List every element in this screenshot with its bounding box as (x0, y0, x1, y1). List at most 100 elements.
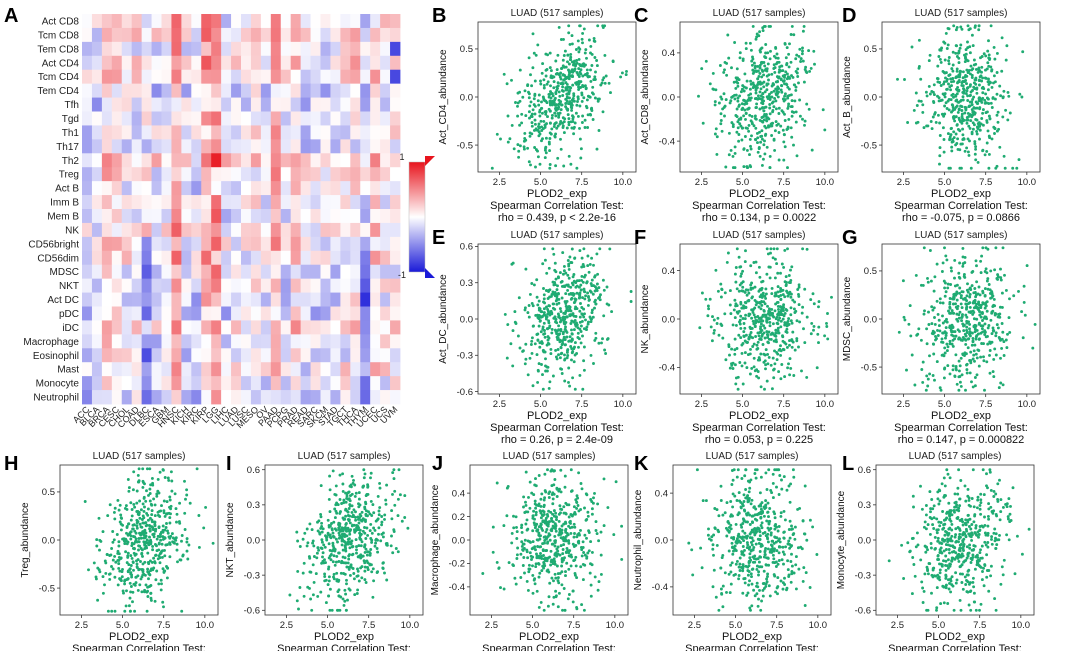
heatmap-cell (380, 153, 391, 168)
data-point (966, 24, 970, 28)
heatmap-cell (131, 236, 143, 252)
data-point (530, 282, 534, 285)
data-point (579, 147, 583, 151)
heatmap-cell (131, 278, 143, 293)
data-point (132, 502, 136, 506)
data-point (719, 112, 723, 116)
data-point (122, 591, 125, 595)
data-point (569, 52, 573, 56)
data-point (783, 119, 787, 122)
heatmap-cell (290, 111, 302, 126)
data-point (132, 546, 136, 550)
heatmap-cell (161, 376, 172, 391)
heatmap-cell (340, 348, 351, 363)
data-point (135, 501, 139, 505)
data-point (135, 566, 139, 570)
heatmap-cell (181, 97, 192, 112)
data-point (996, 110, 1000, 114)
heatmap-cell (171, 222, 182, 238)
data-point (760, 303, 764, 307)
data-point (591, 315, 595, 319)
data-point (183, 511, 187, 515)
data-point (728, 353, 731, 357)
data-point (948, 339, 952, 343)
heatmap-cell (211, 139, 222, 154)
data-point (132, 568, 135, 572)
data-point (571, 275, 575, 279)
data-point (950, 110, 953, 114)
data-point (790, 265, 794, 269)
scatter-panel-i: I LUAD (517 samples)2.5 5.0 7.5 10.0-0.6-0.3… (225, 451, 424, 651)
data-point (755, 35, 759, 39)
heatmap-cell (260, 362, 272, 377)
data-point (747, 98, 751, 102)
data-point (534, 128, 538, 132)
data-point (322, 543, 326, 547)
data-point (347, 540, 351, 544)
data-point (960, 27, 964, 31)
heatmap-cell (280, 139, 292, 154)
heatmap-cell (390, 236, 401, 252)
scatter-points (896, 24, 1025, 170)
data-point (940, 270, 944, 273)
data-point (796, 75, 800, 78)
data-point (736, 311, 740, 315)
heatmap-cell (91, 69, 103, 85)
heatmap-cell (290, 222, 302, 238)
heatmap-cell (370, 209, 381, 224)
data-point (816, 332, 820, 336)
data-point (524, 267, 528, 271)
data-point (629, 300, 633, 303)
data-point (943, 246, 946, 250)
data-point (956, 51, 960, 55)
data-point (1008, 330, 1012, 334)
x-tick-label: 10.0 (1018, 177, 1037, 188)
data-point (543, 156, 547, 160)
data-point (765, 319, 769, 323)
heatmap-cell (181, 139, 192, 154)
data-point (749, 144, 752, 148)
heatmap-cell (241, 97, 252, 112)
data-point (762, 300, 766, 304)
data-point (998, 305, 1002, 309)
data-point (968, 94, 972, 98)
data-point (743, 99, 747, 103)
data-point (749, 119, 753, 123)
data-point (550, 113, 554, 117)
data-point (390, 517, 394, 521)
data-point (131, 600, 134, 604)
data-point (764, 126, 768, 130)
data-point (971, 357, 975, 361)
data-point (569, 55, 573, 59)
heatmap-cell (350, 376, 361, 391)
data-point (590, 308, 594, 312)
data-point (572, 99, 576, 103)
data-point (967, 302, 971, 305)
data-point (567, 292, 571, 296)
data-point (319, 515, 323, 519)
data-point (980, 117, 984, 120)
data-point (361, 485, 365, 489)
data-point (758, 64, 762, 67)
data-point (568, 313, 572, 317)
heatmap-cell (191, 97, 202, 112)
heatmap-cell (300, 27, 311, 43)
heatmap-cell (300, 362, 311, 377)
data-point (99, 539, 103, 543)
data-point (801, 29, 805, 33)
heatmap-cell (241, 167, 252, 182)
data-point (530, 121, 534, 125)
data-point (797, 285, 801, 289)
data-point (953, 330, 957, 334)
data-point (1008, 297, 1011, 301)
data-point (790, 345, 794, 349)
heatmap-cell (141, 153, 152, 168)
data-point (794, 88, 798, 92)
data-point (955, 317, 959, 321)
data-point (774, 99, 778, 103)
heatmap-cell (260, 320, 272, 335)
data-point (966, 118, 970, 122)
heatmap-cell (370, 320, 381, 335)
heatmap-cell (310, 55, 321, 71)
data-point (532, 283, 536, 287)
